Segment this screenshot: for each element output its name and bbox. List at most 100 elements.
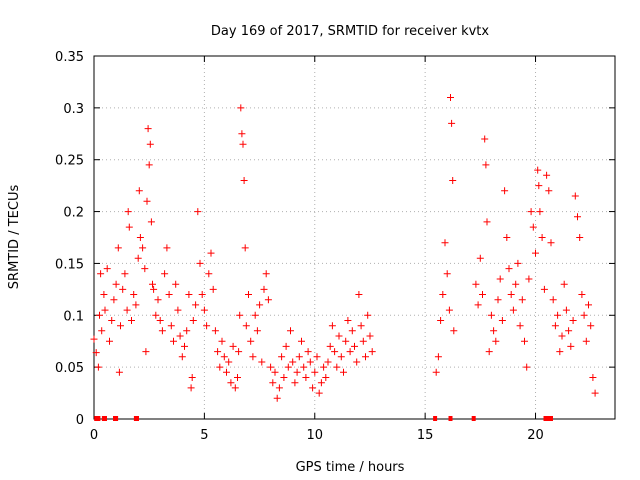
data-point [183, 327, 191, 335]
data-point [490, 327, 498, 335]
data-point [134, 254, 142, 262]
y-axis-label: SRMTID / TECUs [7, 185, 22, 290]
data-point [591, 389, 599, 397]
data-point [432, 368, 440, 376]
data-point [309, 384, 317, 392]
data-point [521, 337, 528, 345]
data-point [337, 353, 345, 361]
data-point [241, 244, 249, 252]
data-point [509, 306, 517, 314]
data-point [267, 363, 275, 371]
data-point [128, 317, 135, 324]
data-point [147, 218, 155, 226]
data-point [97, 270, 105, 278]
data-point [545, 187, 553, 195]
data-point [505, 265, 513, 273]
data-point [229, 342, 237, 350]
data-point [258, 358, 266, 366]
data-point [492, 337, 500, 345]
data-point [174, 306, 182, 314]
plot-frame [93, 55, 616, 420]
data-point [449, 177, 457, 184]
data-point [100, 291, 108, 298]
data-point [141, 265, 149, 273]
data-point [494, 296, 502, 304]
data-point [152, 311, 160, 319]
data-point [96, 311, 103, 319]
data-point [472, 280, 480, 288]
data-point [306, 358, 314, 366]
data-point [302, 374, 310, 381]
data-point [317, 379, 325, 387]
data-point [207, 249, 215, 257]
data-point [445, 306, 453, 314]
data-point [236, 311, 244, 319]
data-point [114, 244, 122, 252]
data-point [298, 337, 305, 345]
data-point [525, 275, 533, 283]
data-point [112, 280, 120, 288]
data-point [146, 140, 154, 148]
data-point [142, 348, 150, 356]
data-point [220, 353, 228, 361]
y-tick-label: 0.1 [63, 309, 84, 324]
y-tick-label: 0.05 [55, 361, 84, 376]
data-point [483, 218, 491, 226]
data-point [560, 280, 568, 288]
data-point [119, 285, 127, 293]
data-point [269, 379, 277, 387]
data-point [450, 327, 458, 335]
data-point [333, 363, 341, 371]
data-point [562, 306, 570, 314]
data-point [482, 161, 490, 169]
data-point [216, 363, 224, 371]
data-point [158, 327, 166, 335]
data-point [165, 291, 173, 298]
data-point [135, 187, 143, 195]
data-point [205, 270, 213, 278]
data-point [106, 337, 113, 345]
data-point [540, 285, 548, 293]
data-point [476, 254, 484, 262]
data-point [237, 104, 245, 112]
data-point [291, 379, 299, 387]
data-point [234, 374, 241, 381]
data-point [313, 353, 321, 361]
data-point [231, 384, 239, 392]
data-point [145, 161, 153, 169]
data-point [143, 197, 151, 205]
data-point [172, 280, 180, 288]
y-tick-label: 0.15 [55, 257, 84, 272]
data-point [558, 332, 566, 340]
y-tick-label: 0.35 [55, 50, 84, 65]
axis-ticks: 0 0.05 0.1 0.15 0.2 0.25 0.3 0.35 0 5 10 15 20 [55, 50, 615, 443]
data-point [149, 280, 156, 288]
data-point [348, 327, 356, 335]
data-point [161, 270, 169, 278]
data-point [547, 239, 555, 247]
zero-marker [448, 416, 453, 421]
data-point [156, 317, 164, 324]
x-tick-label: 20 [527, 428, 544, 443]
data-point [344, 317, 352, 324]
data-point [589, 374, 597, 381]
data-point [136, 234, 144, 241]
data-point [223, 368, 230, 376]
data-point [578, 291, 586, 298]
data-point [130, 291, 138, 298]
data-point [185, 291, 193, 298]
data-point [144, 125, 152, 133]
data-point [474, 301, 482, 309]
data-point [192, 301, 200, 309]
data-point [567, 342, 575, 350]
y-tick-label: 0.3 [63, 102, 84, 117]
data-point [150, 285, 158, 293]
data-point [532, 249, 539, 257]
chart-title: Day 169 of 2017, SRMTID for receiver kvt… [211, 24, 489, 39]
data-point [176, 332, 184, 340]
data-point [587, 322, 595, 330]
data-point [211, 327, 219, 335]
data-point [576, 234, 584, 241]
